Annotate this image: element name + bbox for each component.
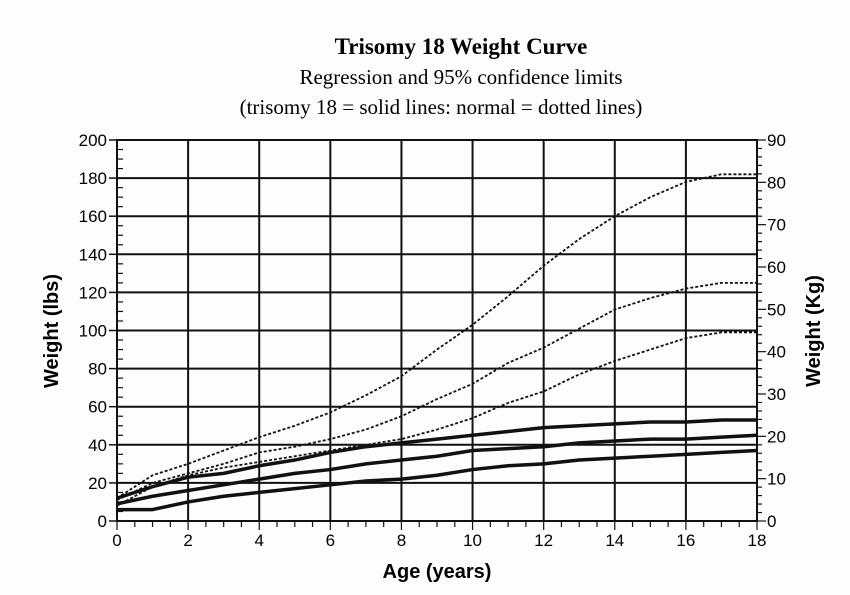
y-tick-label: 180 — [79, 169, 107, 188]
y2-tick-label: 70 — [767, 216, 786, 235]
y-tick-label: 80 — [88, 360, 107, 379]
x-tick-label: 16 — [676, 531, 695, 550]
y-tick-label: 20 — [88, 474, 107, 493]
y-tick-label: 160 — [79, 207, 107, 226]
y2-tick-label: 20 — [767, 427, 786, 446]
y2-tick-label: 50 — [767, 300, 786, 319]
x-tick-label: 4 — [254, 531, 263, 550]
x-tick-label: 2 — [183, 531, 192, 550]
y-tick-label: 60 — [88, 398, 107, 417]
y-tick-label: 140 — [79, 245, 107, 264]
chart-title: Trisomy 18 Weight Curve — [335, 34, 588, 59]
y2-tick-label: 90 — [767, 131, 786, 150]
y2-tick-label: 0 — [767, 512, 776, 531]
normal-series-line — [116, 331, 757, 507]
y-tick-label: 0 — [98, 512, 107, 531]
normal-series-line — [116, 173, 757, 499]
y2-tick-label: 10 — [767, 470, 786, 489]
chart-subtitle: Regression and 95% confidence limits — [299, 65, 622, 89]
y-tick-label: 40 — [88, 436, 107, 455]
y-tick-label: 200 — [79, 131, 107, 150]
x-tick-label: 10 — [463, 531, 482, 550]
x-tick-label: 8 — [397, 531, 406, 550]
x-tick-label: 18 — [748, 531, 767, 550]
chart-subtitle-legend: (trisomy 18 = solid lines: normal = dott… — [240, 95, 643, 119]
y2-tick-label: 60 — [767, 258, 786, 277]
trisomy18-series-line — [117, 448, 758, 512]
normal-series-line — [116, 281, 757, 501]
y2-tick-label: 30 — [767, 385, 786, 404]
y2-axis-label: Weight (Kg) — [803, 275, 825, 387]
x-axis-label: Age (years) — [383, 561, 492, 583]
y2-tick-label: 80 — [767, 173, 786, 192]
y-tick-label: 120 — [79, 283, 107, 302]
x-tick-label: 12 — [534, 531, 553, 550]
y-tick-label: 100 — [79, 322, 107, 341]
x-tick-label: 0 — [112, 531, 121, 550]
x-tick-label: 14 — [605, 531, 624, 550]
y2-tick-label: 40 — [767, 343, 786, 362]
y-axis-label: Weight (lbs) — [41, 274, 63, 388]
x-tick-label: 6 — [326, 531, 335, 550]
